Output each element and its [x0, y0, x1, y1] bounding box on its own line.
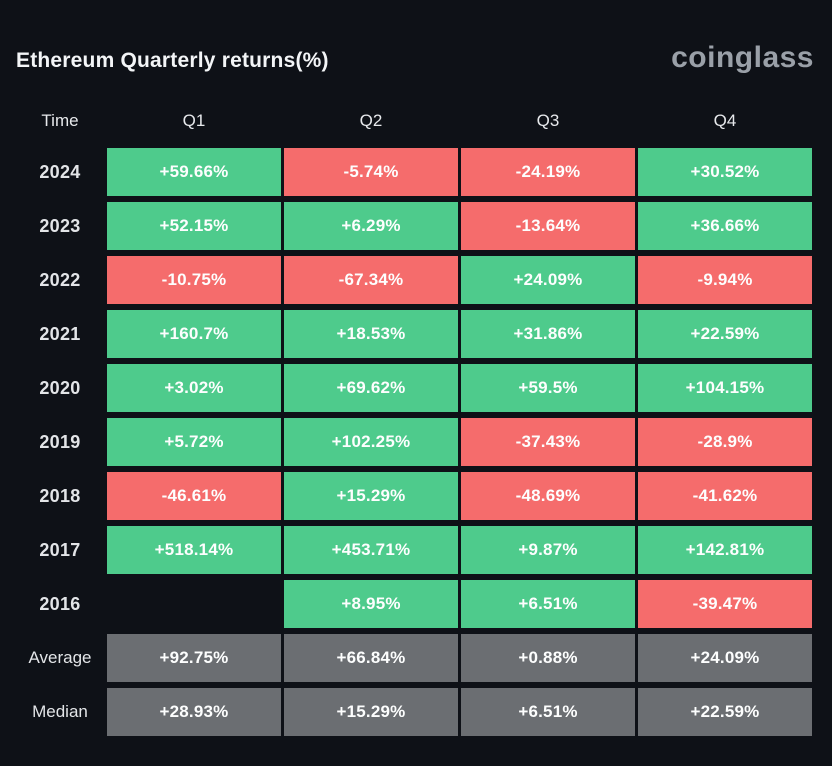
column-header-q4: Q4: [713, 111, 737, 130]
cell-median-q2: +15.29%: [284, 688, 458, 736]
cell-2024-q3: -24.19%: [461, 148, 635, 196]
row-label-2024: 2024: [39, 161, 81, 182]
cell-2022-q2: -67.34%: [284, 256, 458, 304]
column-header-q1: Q1: [182, 111, 206, 130]
cell-average-q3: +0.88%: [461, 634, 635, 682]
cell-2016-q4: -39.47%: [638, 580, 812, 628]
row-label-median: Median: [32, 702, 88, 721]
cell-2019-q3: -37.43%: [461, 418, 635, 466]
cell-2021-q4: +22.59%: [638, 310, 812, 358]
cell-median-q4: +22.59%: [638, 688, 812, 736]
column-header-q2: Q2: [359, 111, 383, 130]
cell-average-q1: +92.75%: [107, 634, 281, 682]
cell-2020-q4: +104.15%: [638, 364, 812, 412]
cell-2021-q2: +18.53%: [284, 310, 458, 358]
cell-2018-q3: -48.69%: [461, 472, 635, 520]
cell-2023-q3: -13.64%: [461, 202, 635, 250]
row-label-2020: 2020: [39, 377, 81, 398]
row-label-2021: 2021: [39, 323, 81, 344]
cell-2021-q1: +160.7%: [107, 310, 281, 358]
cell-median-q3: +6.51%: [461, 688, 635, 736]
column-headers: Time Q1 Q2 Q3 Q4: [0, 111, 832, 131]
returns-table-body: 2024 +59.66% -5.74% -24.19% +30.52% 2023 +52.1…: [0, 148, 832, 736]
cell-2017-q4: +142.81%: [638, 526, 812, 574]
column-header-q3: Q3: [536, 111, 560, 130]
row-label-average: Average: [28, 648, 92, 667]
row-label-2016: 2016: [39, 593, 81, 614]
cell-2018-q2: +15.29%: [284, 472, 458, 520]
cell-2023-q2: +6.29%: [284, 202, 458, 250]
cell-2024-q1: +59.66%: [107, 148, 281, 196]
cell-2021-q3: +31.86%: [461, 310, 635, 358]
cell-2022-q1: -10.75%: [107, 256, 281, 304]
time-column-header: Time: [41, 111, 79, 130]
cell-2023-q4: +36.66%: [638, 202, 812, 250]
topbar: Ethereum Quarterly returns(%) coinglass: [0, 0, 832, 74]
row-label-2023: 2023: [39, 215, 81, 236]
cell-average-q4: +24.09%: [638, 634, 812, 682]
cell-2016-q3: +6.51%: [461, 580, 635, 628]
cell-2017-q3: +9.87%: [461, 526, 635, 574]
row-label-2022: 2022: [39, 269, 81, 290]
row-label-2017: 2017: [39, 539, 81, 560]
cell-2016-q2: +8.95%: [284, 580, 458, 628]
cell-2016-q1: [107, 580, 281, 628]
row-label-2018: 2018: [39, 485, 81, 506]
cell-2017-q1: +518.14%: [107, 526, 281, 574]
cell-2022-q3: +24.09%: [461, 256, 635, 304]
cell-2018-q1: -46.61%: [107, 472, 281, 520]
cell-2020-q1: +3.02%: [107, 364, 281, 412]
cell-2019-q1: +5.72%: [107, 418, 281, 466]
cell-2023-q1: +52.15%: [107, 202, 281, 250]
cell-median-q1: +28.93%: [107, 688, 281, 736]
cell-2018-q4: -41.62%: [638, 472, 812, 520]
coinglass-logo[interactable]: coinglass: [671, 41, 814, 74]
cell-2017-q2: +453.71%: [284, 526, 458, 574]
cell-2020-q3: +59.5%: [461, 364, 635, 412]
cell-2022-q4: -9.94%: [638, 256, 812, 304]
cell-2024-q4: +30.52%: [638, 148, 812, 196]
cell-average-q2: +66.84%: [284, 634, 458, 682]
cell-2019-q2: +102.25%: [284, 418, 458, 466]
page-title: Ethereum Quarterly returns(%): [16, 49, 329, 72]
row-label-2019: 2019: [39, 431, 81, 452]
cell-2020-q2: +69.62%: [284, 364, 458, 412]
cell-2019-q4: -28.9%: [638, 418, 812, 466]
cell-2024-q2: -5.74%: [284, 148, 458, 196]
